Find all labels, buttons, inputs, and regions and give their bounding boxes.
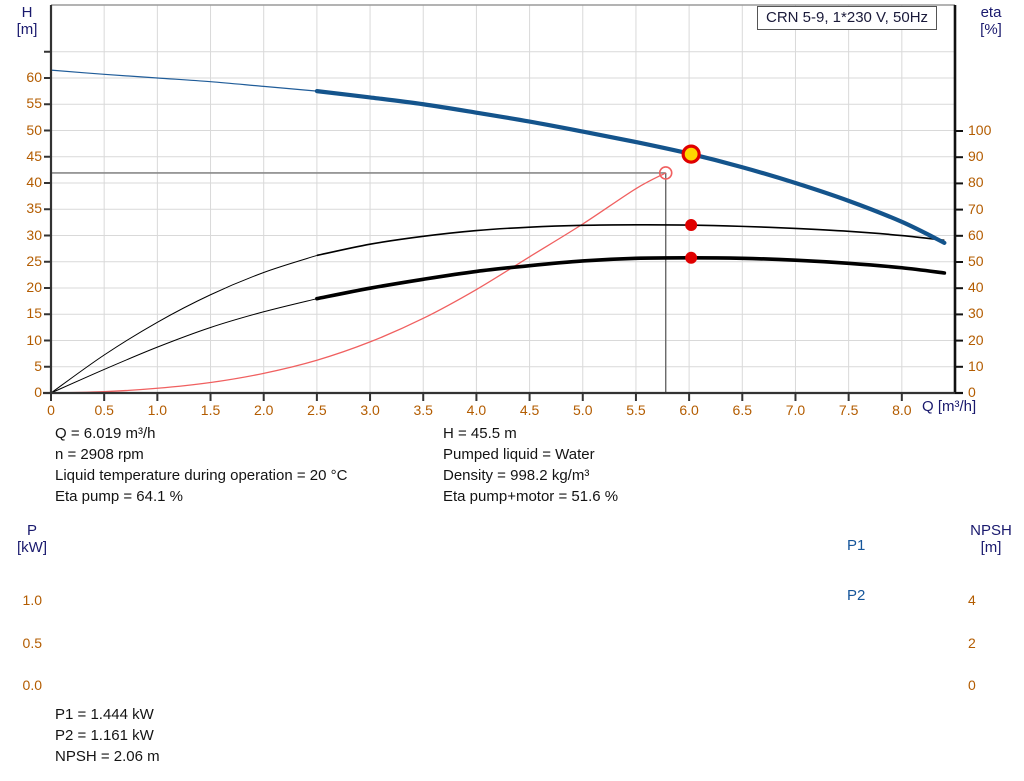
upper-eta-motor-curve-thin <box>50 298 317 394</box>
upper-y-left-tick-label: 10 <box>26 331 42 348</box>
eta-pump-point-marker <box>685 219 698 232</box>
upper-y-left-tick-label: 25 <box>26 252 42 269</box>
upper-x-tick-label: 6.0 <box>679 402 699 418</box>
upper-x-tick-label: 2.0 <box>253 402 274 418</box>
duty-info-left-line-2: Liquid temperature during operation = 20… <box>55 467 348 484</box>
upper-y-right-tick-label: 30 <box>968 305 984 322</box>
upper-x-tick-label: 1.5 <box>200 402 221 418</box>
upper-x-tick-label: 7.0 <box>785 402 806 418</box>
lower-y-right-tick-label: 2 <box>968 634 976 651</box>
upper-y-right-tick-label: 0 <box>968 384 976 400</box>
upper-y-left-tick-label: 60 <box>26 69 42 85</box>
p2-curve-label: P2 <box>847 587 866 604</box>
upper-y-left-tick-label: 5 <box>34 357 42 374</box>
upper-y-right-tick-label: 80 <box>968 174 984 191</box>
upper-y-left-tick-label: 30 <box>26 226 42 243</box>
power-info-block: P1 = 1.444 kW P2 = 1.161 kW NPSH = 2.06 … <box>55 704 160 767</box>
upper-x-tick-label: 3.0 <box>360 402 380 418</box>
upper-x-tick-label: 4.0 <box>466 402 487 418</box>
npsh-cross-point-marker <box>658 166 673 180</box>
legend-model-label: CRN 5-9, 1*230 V, 50Hz <box>757 6 938 30</box>
duty-info-right: H = 45.5 m Pumped liquid = Water Density… <box>443 423 618 507</box>
upper-y-right-axis-title: eta [%] <box>980 4 1002 38</box>
duty-info-left-line-1: n = 2908 rpm <box>55 446 144 463</box>
upper-head-curve-thin <box>50 69 317 92</box>
lower-y-left-axis-title: P [kW] <box>17 522 47 556</box>
duty-info-left-line-3: Eta pump = 64.1 % <box>55 488 183 505</box>
upper-x-tick-label: 6.5 <box>732 402 753 418</box>
upper-x-tick-label: 8.0 <box>892 402 912 418</box>
power-info-line-2: NPSH = 2.06 m <box>55 748 160 765</box>
duty-info-left-line-0: Q = 6.019 m³/h <box>55 425 156 442</box>
duty-point-marker <box>681 144 701 164</box>
upper-red-duty-curve <box>50 172 667 394</box>
upper-y-right-tick-label: 100 <box>968 122 992 138</box>
upper-y-right-tick-label: 40 <box>968 279 984 296</box>
upper-y-left-tick-label: 35 <box>26 200 42 217</box>
upper-chart-plot <box>43 4 963 401</box>
upper-x-tick-label: 1.0 <box>147 402 168 418</box>
upper-x-tick-label: 3.5 <box>413 402 433 418</box>
upper-eta-motor-curve <box>315 256 947 301</box>
power-info-line-1: P2 = 1.161 kW <box>55 727 154 744</box>
p1-curve-label: P1 <box>847 537 866 554</box>
upper-y-left-tick-label: 40 <box>26 174 42 190</box>
upper-head-curve <box>314 89 947 245</box>
upper-y-left-tick-label: 55 <box>26 95 42 112</box>
duty-info-right-line-3: Eta pump+motor = 51.6 % <box>443 488 619 505</box>
lower-y-left-tick-label: 1.0 <box>22 592 42 608</box>
upper-y-right-tick-label: 70 <box>968 200 984 217</box>
upper-x-tick-label: 0 <box>47 402 55 418</box>
upper-y-left-tick-label: 50 <box>26 121 42 138</box>
upper-y-left-tick-label: 45 <box>26 147 42 164</box>
eta-pump-motor-point-marker <box>685 251 698 264</box>
upper-x-tick-label: 0.5 <box>94 402 114 418</box>
duty-info-right-line-0: H = 45.5 m <box>443 425 517 442</box>
upper-y-left-tick-label: 15 <box>26 305 42 322</box>
lower-y-left-tick-label: 0.0 <box>22 677 42 693</box>
lower-chart-plot <box>0 515 1024 715</box>
upper-y-right-tick-label: 50 <box>968 253 984 269</box>
power-info-line-0: P1 = 1.444 kW <box>55 706 154 723</box>
lower-y-right-tick-label: 4 <box>968 592 976 608</box>
upper-y-right-tick-label: 90 <box>968 148 984 165</box>
duty-info-right-line-2: Density = 998.2 kg/m³ <box>443 467 590 484</box>
upper-x-tick-label: 5.5 <box>626 402 646 418</box>
duty-info-left: Q = 6.019 m³/h n = 2908 rpm Liquid tempe… <box>55 423 347 507</box>
upper-y-left-tick-label: 20 <box>26 279 42 295</box>
upper-y-right-tick-label: 60 <box>968 226 984 243</box>
upper-y-right-tick-label: 20 <box>968 331 984 348</box>
upper-eta-pump-curve <box>316 223 945 257</box>
upper-x-tick-label: 5.0 <box>573 402 593 418</box>
upper-x-tick-label: 7.5 <box>838 402 859 418</box>
upper-y-right-tick-label: 10 <box>968 357 984 374</box>
lower-y-left-tick-label: 0.5 <box>22 634 42 651</box>
upper-eta-pump-curve-thin <box>50 254 318 394</box>
lower-y-right-tick-label: 0 <box>968 677 976 693</box>
lower-y-right-axis-title: NPSH [m] <box>970 522 1012 556</box>
upper-y-left-tick-label: 0 <box>34 384 42 400</box>
upper-y-left-axis-title: H [m] <box>16 4 38 38</box>
duty-info-right-line-1: Pumped liquid = Water <box>443 446 595 463</box>
upper-x-tick-label: 4.5 <box>519 402 540 418</box>
upper-x-axis-title: Q [m³/h] <box>922 398 977 415</box>
upper-x-tick-label: 2.5 <box>307 402 327 418</box>
